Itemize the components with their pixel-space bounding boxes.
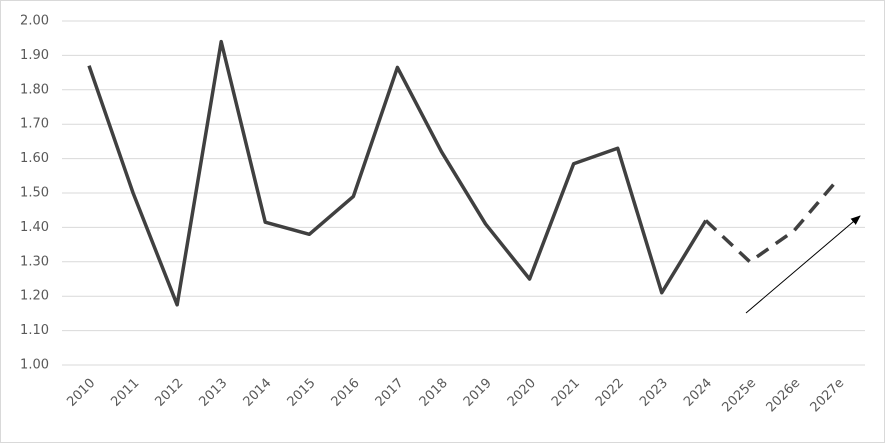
y-tick-label: 1.90 <box>20 48 49 63</box>
y-tick-label: 1.30 <box>20 254 49 269</box>
y-tick-label: 1.00 <box>20 358 49 373</box>
y-tick-label: 1.50 <box>20 186 49 201</box>
y-tick-label: 2.00 <box>20 14 49 29</box>
y-tick-label: 1.10 <box>20 323 49 338</box>
y-tick-label: 1.60 <box>20 151 49 166</box>
y-tick-label: 1.70 <box>20 117 49 132</box>
y-tick-label: 1.80 <box>20 82 49 97</box>
series-line <box>87 39 708 307</box>
trend-arrow <box>745 215 861 314</box>
y-tick-label: 1.20 <box>20 289 49 304</box>
series-line <box>704 178 840 264</box>
y-tick-label: 1.40 <box>20 220 49 235</box>
